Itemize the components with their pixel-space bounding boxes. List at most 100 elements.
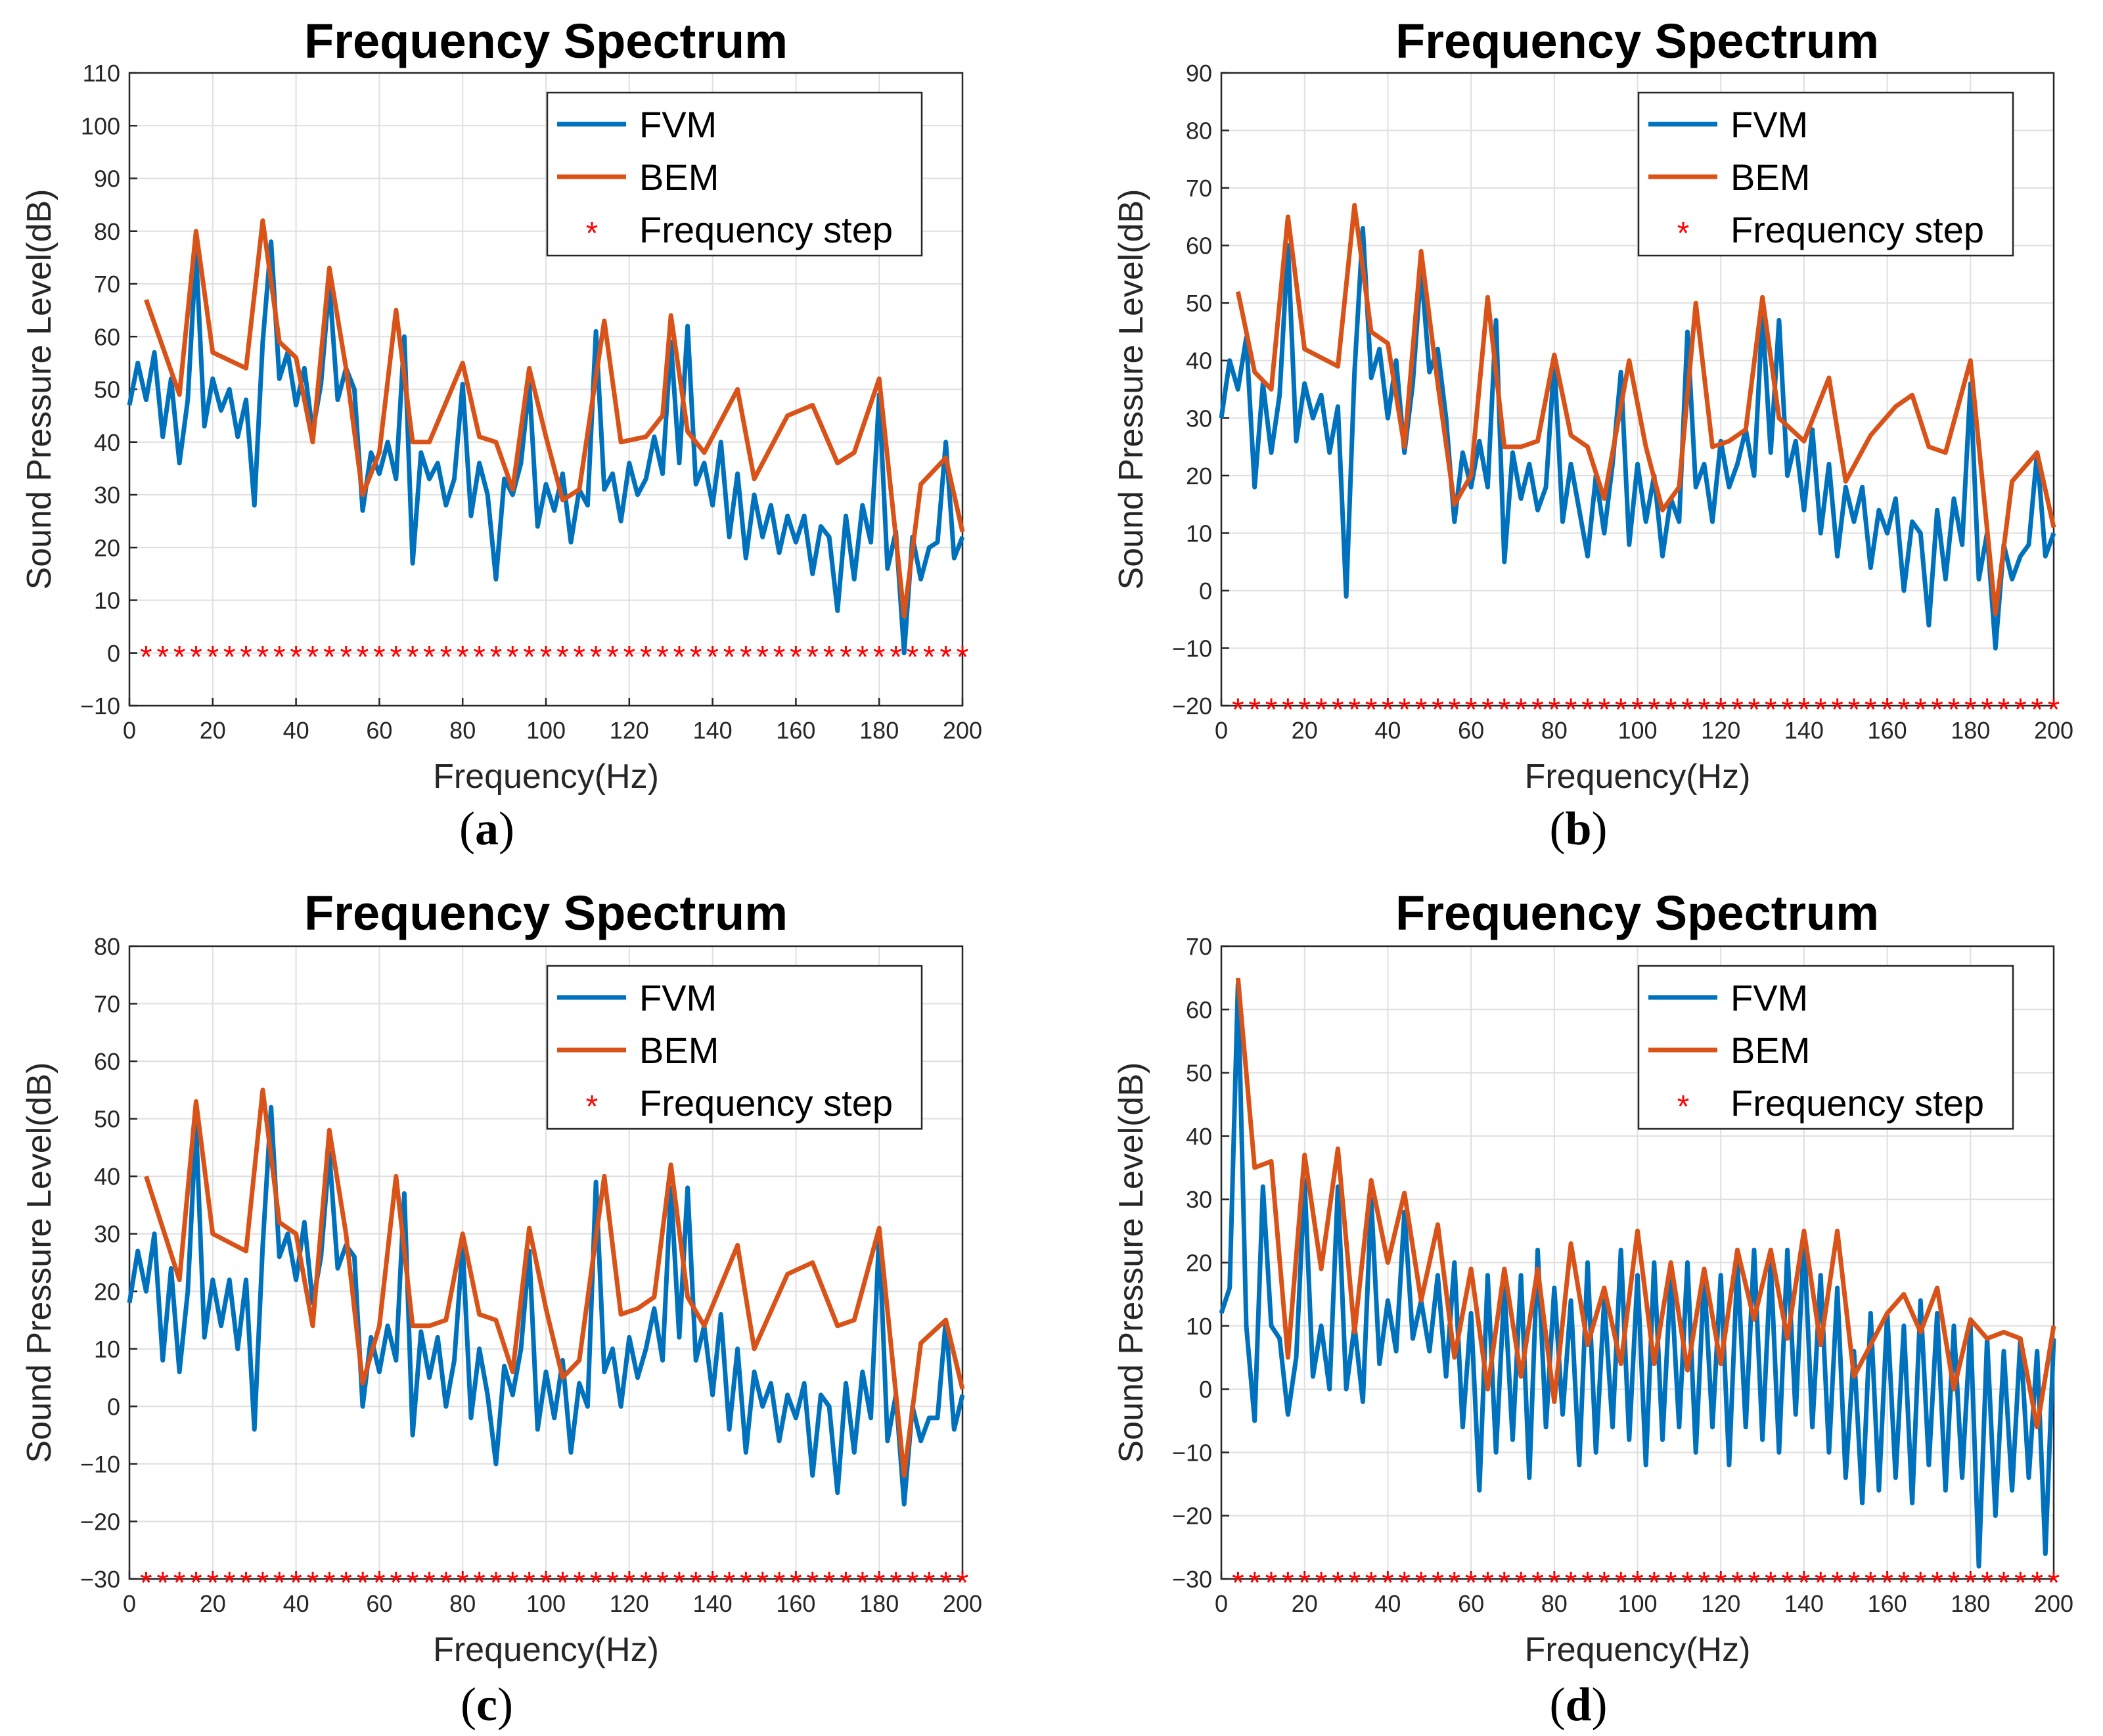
frequency-step-marker: * — [2031, 1566, 2043, 1601]
frequency-step-marker: * — [1815, 693, 1827, 727]
chart-title: Frequency Spectrum — [304, 14, 788, 68]
frequency-step-marker: * — [156, 640, 169, 675]
y-tick-label: −20 — [1172, 693, 1212, 720]
frequency-step-marker: * — [856, 640, 869, 675]
frequency-step-marker: * — [673, 1566, 686, 1601]
frequency-step-marker: * — [1898, 1566, 1911, 1601]
frequency-step-marker: * — [1831, 1566, 1843, 1601]
frequency-step-marker: * — [939, 640, 952, 675]
frequency-step-marker: * — [1948, 1566, 1960, 1601]
frequency-step-marker: * — [390, 640, 402, 675]
y-tick-label: 50 — [94, 377, 120, 403]
x-tick-label: 180 — [1951, 717, 1990, 744]
frequency-step-marker: * — [1565, 1566, 1577, 1601]
frequency-step-marker: * — [1631, 1566, 1644, 1601]
x-tick-label: 40 — [283, 717, 309, 744]
frequency-step-marker: * — [573, 1566, 585, 1601]
x-tick-label: 120 — [610, 717, 649, 744]
frequency-step-marker: * — [1665, 693, 1677, 727]
frequency-step-marker: * — [156, 1566, 169, 1601]
x-tick-label: 20 — [1292, 717, 1318, 744]
x-tick-label: 200 — [943, 717, 982, 744]
y-tick-label: 30 — [94, 1221, 120, 1248]
series-bem-line — [144, 218, 965, 619]
panel-caption: (d) — [1549, 1678, 1607, 1731]
y-tick-label: 50 — [1186, 1060, 1212, 1087]
x-tick-label: 120 — [610, 1590, 649, 1617]
y-tick-label: 70 — [94, 271, 120, 298]
frequency-step-marker: * — [1332, 1566, 1344, 1601]
frequency-step-marker: * — [957, 1566, 969, 1601]
frequency-step-marker: * — [1315, 693, 1328, 727]
y-tick-label: −30 — [1172, 1566, 1212, 1593]
frequency-step-marker: * — [590, 1566, 602, 1601]
frequency-step-marker: * — [1365, 693, 1378, 727]
frequency-step-marker: * — [1798, 1566, 1811, 1601]
frequency-step-marker: * — [1265, 693, 1278, 727]
frequency-step-marker: * — [1481, 693, 1494, 727]
frequency-step-marker: * — [1981, 693, 1993, 727]
frequency-step-marker: * — [323, 640, 336, 675]
frequency-step-marker: * — [357, 1566, 369, 1601]
frequency-step-marker: * — [1865, 1566, 1877, 1601]
frequency-step-marker: * — [1998, 693, 2010, 727]
chart-title: Frequency Spectrum — [304, 886, 788, 940]
x-tick-label: 40 — [1374, 1590, 1401, 1617]
frequency-step-marker: * — [1432, 1566, 1444, 1601]
y-tick-label: 40 — [94, 1163, 120, 1190]
legend-entry-label: FVM — [1730, 104, 1808, 145]
frequency-step-marker: * — [740, 640, 752, 675]
x-tick-label: 0 — [123, 717, 136, 744]
frequency-step-marker: * — [407, 1566, 419, 1601]
legend-step-swatch: * — [1677, 216, 1690, 251]
frequency-step-marker: * — [473, 640, 486, 675]
frequency-step-marker: * — [290, 1566, 302, 1601]
frequency-step-marker: * — [1848, 1566, 1861, 1601]
frequency-step-marker: * — [1998, 1566, 2010, 1601]
y-tick-label: 10 — [94, 1336, 120, 1363]
y-tick-label: 110 — [83, 60, 120, 87]
frequency-step-marker: * — [1981, 1566, 1993, 1601]
chart-panel-b: 0 20 40 60 80 100 120 140 160 180 200 −20 −10 0 10 20 30… — [1112, 14, 2073, 855]
y-tick-label: 20 — [94, 534, 120, 561]
y-tick-label: 20 — [94, 1278, 120, 1305]
frequency-step-marker: * — [790, 1566, 802, 1601]
y-tick-label: 40 — [94, 429, 120, 456]
frequency-step-marker: * — [1432, 693, 1444, 727]
frequency-step-marker: * — [723, 640, 736, 675]
series-bem-line — [144, 1087, 965, 1478]
chart-panel-c: 0 20 40 60 80 100 120 140 160 180 200 −30 −20 −10 0 10 2… — [20, 886, 982, 1731]
frequency-step-marker: * — [1615, 1566, 1627, 1601]
frequency-step-marker: * — [440, 1566, 452, 1601]
x-tick-label: 0 — [123, 1590, 136, 1617]
frequency-step-marker: * — [1765, 1566, 1777, 1601]
y-tick-label: 80 — [94, 218, 120, 245]
legend-entry-label: BEM — [1730, 1030, 1810, 1071]
x-tick-label: 100 — [526, 717, 566, 744]
frequency-step-marker: * — [823, 640, 836, 675]
frequency-step-marker: * — [2031, 693, 2043, 727]
frequency-step-marker: * — [1348, 693, 1361, 727]
frequency-step-marker: * — [1365, 1566, 1378, 1601]
frequency-step-marker: * — [307, 640, 319, 675]
frequency-step-marker: * — [1765, 693, 1777, 727]
frequency-step-marker: * — [706, 1566, 719, 1601]
frequency-step-marker: * — [1415, 693, 1428, 727]
x-tick-label: 160 — [776, 1590, 815, 1617]
frequency-step-marker: * — [856, 1566, 869, 1601]
x-tick-label: 0 — [1215, 717, 1228, 744]
frequency-step-marker: * — [840, 640, 852, 675]
panel-caption: (c) — [461, 1678, 513, 1731]
y-tick-label: 80 — [1186, 118, 1212, 145]
x-tick-label: 80 — [449, 717, 476, 744]
frequency-step-marker: * — [1831, 693, 1843, 727]
x-tick-label: 20 — [200, 1590, 226, 1617]
frequency-step-marker: * — [1565, 693, 1577, 727]
frequency-step-marker: * — [257, 640, 269, 675]
frequency-step-marker: * — [740, 1566, 752, 1601]
x-axis-label: Frequency(Hz) — [1525, 758, 1751, 796]
frequency-step-marker: * — [140, 640, 152, 675]
y-tick-label: 0 — [1199, 1376, 1212, 1403]
frequency-step-marker: * — [523, 1566, 535, 1601]
frequency-step-marker: * — [756, 640, 769, 675]
